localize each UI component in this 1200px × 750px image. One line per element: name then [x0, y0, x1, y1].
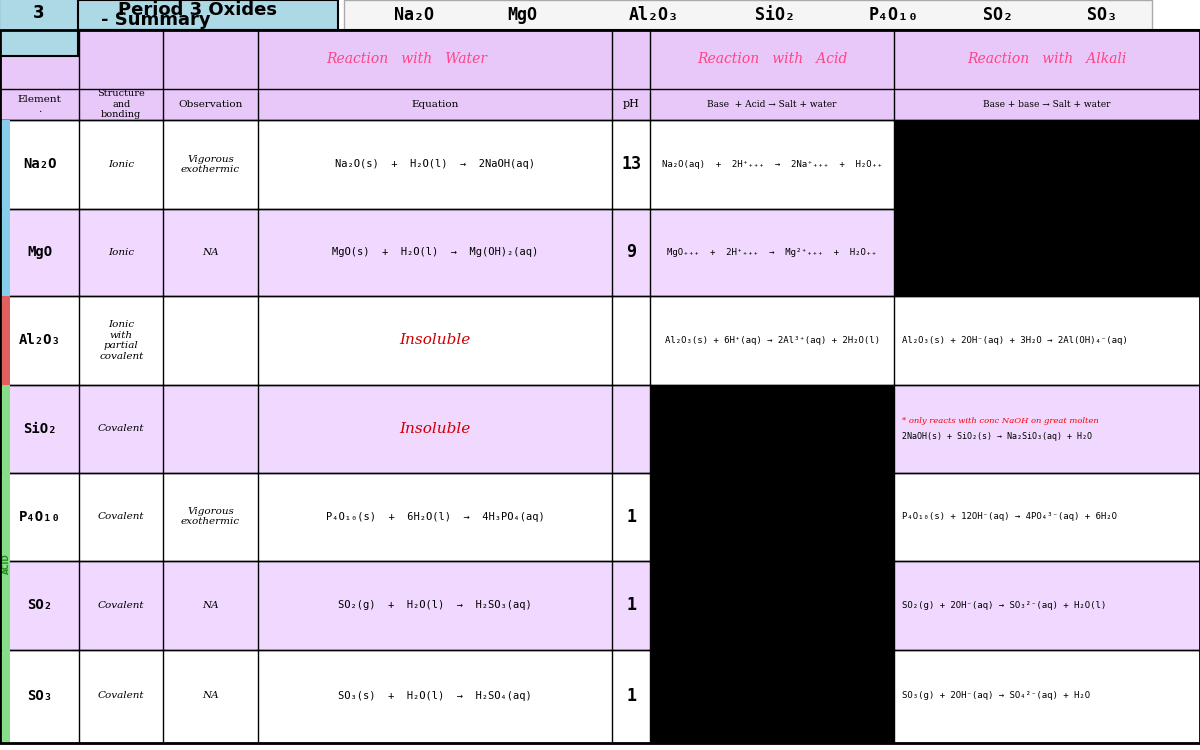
Text: Base + base → Salt + water: Base + base → Salt + water: [983, 100, 1111, 109]
Text: 13: 13: [622, 155, 641, 173]
Text: Reaction   with   Acid: Reaction with Acid: [697, 53, 847, 66]
Text: NA: NA: [203, 601, 218, 610]
Text: SO₃(g) + 2OH⁻(aq) → SO₄²⁻(aq) + H₂O: SO₃(g) + 2OH⁻(aq) → SO₄²⁻(aq) + H₂O: [902, 692, 1090, 700]
Bar: [650, 385, 894, 472]
Text: MgO: MgO: [508, 6, 538, 24]
Bar: [650, 472, 894, 561]
Text: Reaction   with   Water: Reaction with Water: [326, 53, 487, 66]
Text: * only reacts with conc NaOH on great molten: * only reacts with conc NaOH on great mo…: [902, 417, 1099, 424]
Text: Na₂O: Na₂O: [394, 6, 434, 24]
Text: 1: 1: [626, 508, 636, 526]
Text: Al₂O₃(s) + 6H⁺(aq) → 2Al³⁺(aq) + 2H₂O(l): Al₂O₃(s) + 6H⁺(aq) → 2Al³⁺(aq) + 2H₂O(l): [665, 336, 880, 345]
Bar: [0, 650, 1200, 742]
Text: Ionic: Ionic: [108, 160, 134, 169]
Text: Ionic
with
partial
covalent: Ionic with partial covalent: [100, 320, 143, 361]
Text: Observation: Observation: [179, 100, 242, 109]
Text: Na₂O(s)  +  H₂O(l)  →  2NaOH(aq): Na₂O(s) + H₂O(l) → 2NaOH(aq): [335, 159, 535, 170]
Text: MgO: MgO: [28, 245, 52, 260]
Text: 3: 3: [32, 4, 44, 22]
Text: SO₃: SO₃: [28, 689, 52, 703]
Text: 9: 9: [626, 243, 636, 262]
Bar: [650, 650, 894, 742]
Bar: [2, 296, 10, 385]
Text: P₄O₁₀(s)  +  6H₂O(l)  →  4H₃PO₄(aq): P₄O₁₀(s) + 6H₂O(l) → 4H₃PO₄(aq): [325, 512, 545, 522]
Text: P₄O₁₀: P₄O₁₀: [869, 6, 919, 24]
Text: Na₂O: Na₂O: [23, 158, 56, 171]
Text: SO₂(g)  +  H₂O(l)  →  H₂SO₃(aq): SO₂(g) + H₂O(l) → H₂SO₃(aq): [338, 600, 532, 610]
Bar: [0, 561, 1200, 650]
Bar: [0, 0, 338, 30]
Text: SiO₂: SiO₂: [23, 422, 56, 436]
Bar: [0, 88, 1200, 120]
Bar: [0, 120, 1200, 208]
Text: P₄O₁₀(s) + 12OH⁻(aq) → 4PO₄³⁻(aq) + 6H₂O: P₄O₁₀(s) + 12OH⁻(aq) → 4PO₄³⁻(aq) + 6H₂O: [902, 512, 1117, 521]
Text: Period 3 Oxides: Period 3 Oxides: [119, 1, 277, 19]
Bar: [650, 561, 894, 650]
Text: ACID: ACID: [1, 554, 11, 574]
Text: Equation: Equation: [412, 100, 458, 109]
Text: Al₂O₃(s) + 2OH⁻(aq) + 3H₂O → 2Al(OH)₄⁻(aq): Al₂O₃(s) + 2OH⁻(aq) + 3H₂O → 2Al(OH)₄⁻(a…: [902, 336, 1128, 345]
Text: pH: pH: [623, 99, 640, 109]
Text: MgO(s)  +  H₂O(l)  →  Mg(OH)₂(aq): MgO(s) + H₂O(l) → Mg(OH)₂(aq): [332, 248, 538, 257]
Bar: [894, 209, 1200, 296]
Bar: [344, 0, 1152, 30]
Text: 1: 1: [626, 687, 636, 705]
Text: NA: NA: [203, 248, 218, 256]
Text: Element
.: Element .: [18, 94, 61, 114]
Bar: [0, 0, 8, 30]
Text: 2NaOH(s) + SiO₂(s) → Na₂SiO₃(aq) + H₂O: 2NaOH(s) + SiO₂(s) → Na₂SiO₃(aq) + H₂O: [902, 432, 1092, 441]
Text: SiO₂: SiO₂: [755, 6, 796, 24]
Bar: [0, 209, 1200, 296]
Text: Reaction   with   Alkali: Reaction with Alkali: [967, 53, 1127, 66]
Text: SO₃(s)  +  H₂O(l)  →  H₂SO₄(aq): SO₃(s) + H₂O(l) → H₂SO₄(aq): [338, 691, 532, 701]
Text: MgO₊₊₊  +  2H⁺₊₊₊  →  Mg²⁺₊₊₊  +  H₂O₊₊: MgO₊₊₊ + 2H⁺₊₊₊ → Mg²⁺₊₊₊ + H₂O₊₊: [667, 248, 877, 256]
Text: Structure
and
bonding: Structure and bonding: [97, 89, 145, 119]
Bar: [0, 30, 1200, 88]
Text: P₄O₁₀: P₄O₁₀: [19, 510, 60, 524]
Text: Vigorous
exothermic: Vigorous exothermic: [181, 507, 240, 526]
Text: SO₂(g) + 2OH⁻(aq) → SO₃²⁻(aq) + H₂O(l): SO₂(g) + 2OH⁻(aq) → SO₃²⁻(aq) + H₂O(l): [902, 601, 1106, 610]
Bar: [0, 0, 1200, 30]
Text: SO₃: SO₃: [1087, 6, 1117, 24]
Text: Na₂O(aq)  +  2H⁺₊₊₊  →  2Na⁺₊₊₊  +  H₂O₊₊: Na₂O(aq) + 2H⁺₊₊₊ → 2Na⁺₊₊₊ + H₂O₊₊: [662, 160, 882, 169]
Text: NA: NA: [203, 692, 218, 700]
Bar: [0, 296, 1200, 385]
Text: Al₂O₃: Al₂O₃: [629, 6, 679, 24]
Text: Ionic: Ionic: [108, 248, 134, 256]
Text: Insoluble: Insoluble: [400, 334, 470, 347]
Text: SO₂: SO₂: [984, 6, 1013, 24]
Text: Covalent: Covalent: [98, 512, 144, 521]
Text: Covalent: Covalent: [98, 424, 144, 433]
Bar: [2, 120, 10, 296]
Text: - Summary: - Summary: [101, 11, 211, 29]
Text: SO₂: SO₂: [28, 598, 52, 612]
Bar: [0, 472, 1200, 561]
Text: 1: 1: [626, 596, 636, 614]
Text: Vigorous
exothermic: Vigorous exothermic: [181, 154, 240, 174]
Text: Base  + Acid → Salt + water: Base + Acid → Salt + water: [708, 100, 836, 109]
Bar: [894, 120, 1200, 208]
Text: Insoluble: Insoluble: [400, 422, 470, 436]
Bar: [0, 385, 1200, 472]
Bar: [2, 385, 10, 742]
Text: Al₂O₃: Al₂O₃: [19, 334, 60, 347]
Text: Covalent: Covalent: [98, 601, 144, 610]
Text: Covalent: Covalent: [98, 692, 144, 700]
